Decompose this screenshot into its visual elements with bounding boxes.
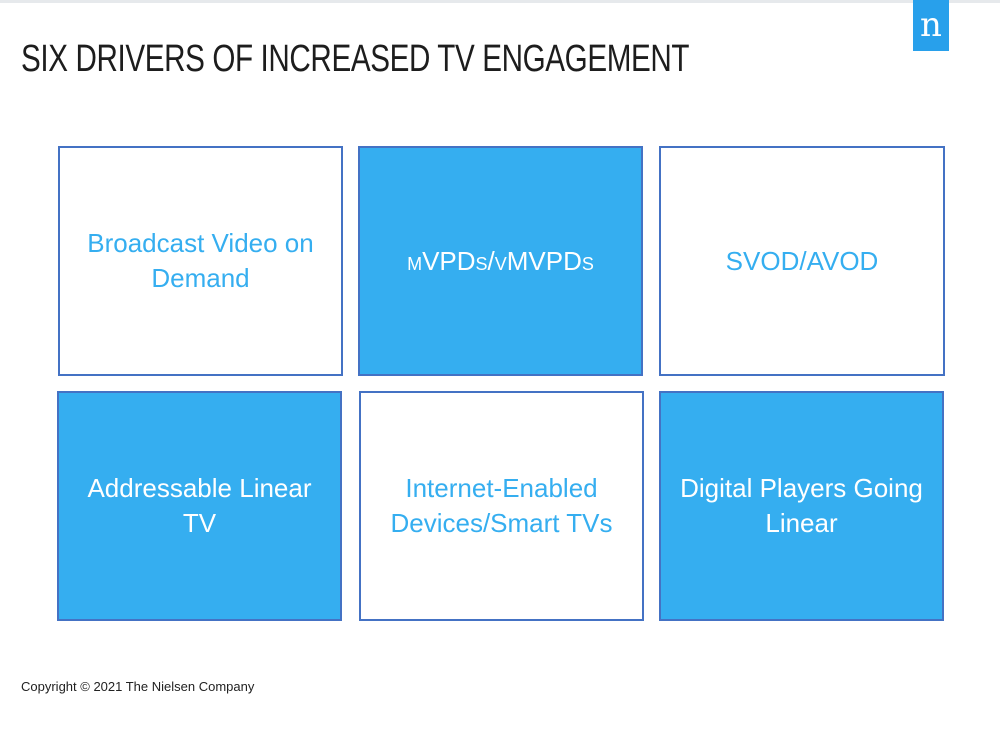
nielsen-logo: n — [913, 0, 949, 51]
top-divider — [0, 0, 1000, 3]
tile-addressable-linear-tv: Addressable Linear TV — [57, 391, 342, 621]
tile-svod-avod: SVOD/AVOD — [659, 146, 945, 376]
tile-internet-enabled-devices: Internet-Enabled Devices/Smart TVs — [359, 391, 644, 621]
copyright-notice: Copyright © 2021 The Nielsen Company — [21, 679, 255, 694]
slide-title: SIX DRIVERS OF INCREASED TV ENGAGEMENT — [21, 38, 690, 80]
tile-mvpds-vmvpds: mVPDs/vMVPDs — [358, 146, 643, 376]
tile-broadcast-video-on-demand: Broadcast Video on Demand — [58, 146, 343, 376]
tile-digital-players-going-linear: Digital Players Going Linear — [659, 391, 944, 621]
